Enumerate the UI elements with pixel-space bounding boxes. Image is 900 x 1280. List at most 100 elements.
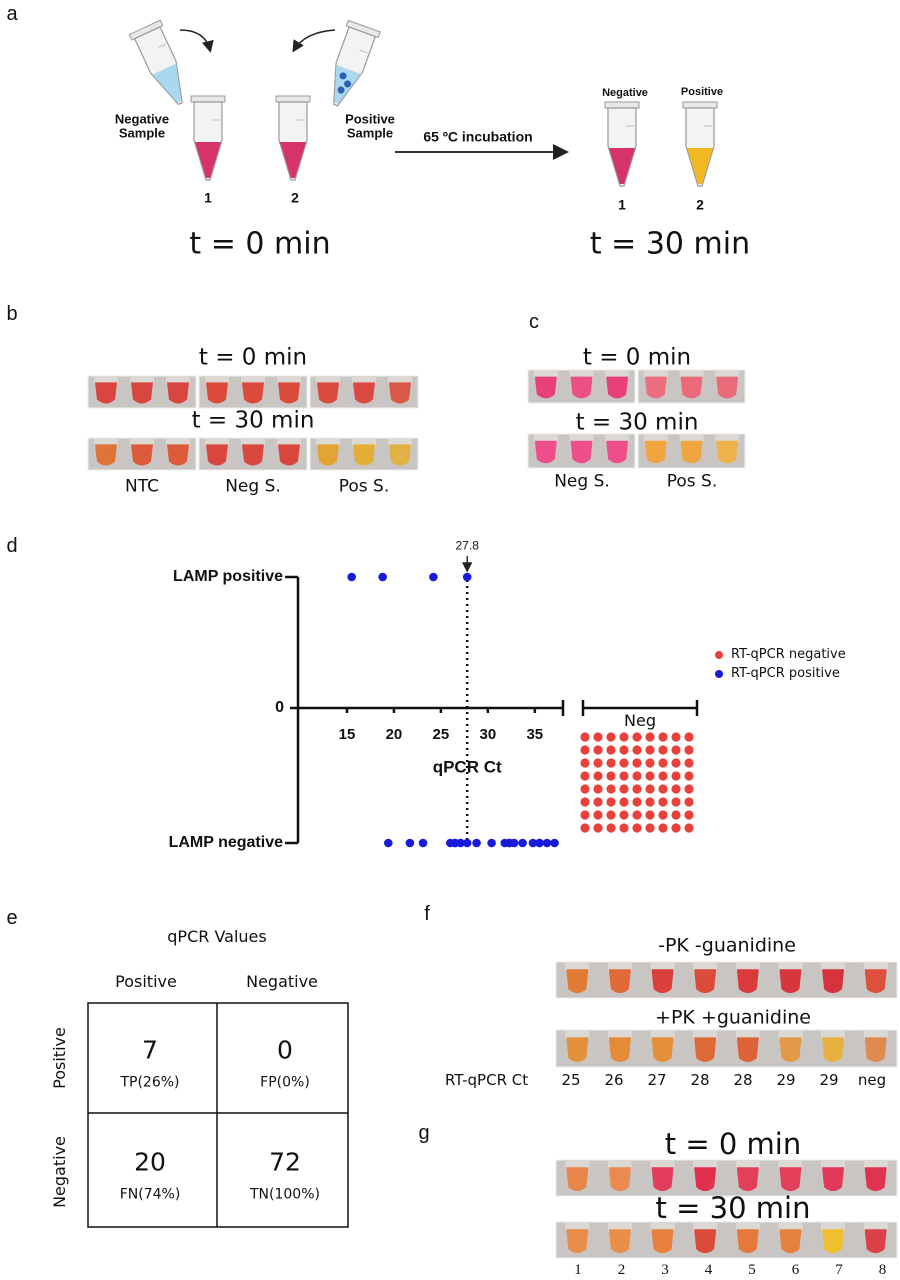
positive-point xyxy=(550,838,559,848)
tube-liquid xyxy=(608,1229,631,1254)
negative-point xyxy=(580,745,590,755)
tube-cap xyxy=(604,101,640,109)
negative-point xyxy=(606,784,616,794)
tube-outline xyxy=(352,376,376,384)
tube-liquid xyxy=(864,1229,887,1254)
tube-liquid xyxy=(736,1167,759,1192)
positive-point xyxy=(378,572,387,582)
negative-point xyxy=(580,810,590,820)
panel-label: g xyxy=(418,1122,430,1144)
tube-outline xyxy=(650,1160,675,1169)
negative-point xyxy=(645,745,655,755)
tube-liquid xyxy=(651,969,674,994)
x-tick-label: 15 xyxy=(338,725,356,743)
group-label: Pos S. xyxy=(666,471,718,492)
tube-liquid xyxy=(566,1229,589,1254)
ct-value: 29 xyxy=(776,1070,796,1089)
negative-point xyxy=(619,732,629,742)
ct-value: 25 xyxy=(561,1070,581,1089)
tube-outline xyxy=(565,1030,590,1040)
tube-outline xyxy=(821,1222,846,1231)
tube-outline xyxy=(778,1030,803,1040)
negative-point xyxy=(593,745,603,755)
negative-point xyxy=(606,797,616,807)
negative-point xyxy=(645,823,655,833)
tube-outline xyxy=(863,1030,888,1040)
tube-liquid xyxy=(779,1167,802,1192)
negative-point xyxy=(658,758,668,768)
ct-axis-label: RT-qPCR Ct xyxy=(445,1070,529,1089)
group-label: Neg S. xyxy=(554,471,610,492)
tube-liquid xyxy=(566,969,589,994)
tube-liquid xyxy=(195,142,221,178)
negative-point xyxy=(658,771,668,781)
f-top-photo xyxy=(555,961,898,999)
tube-liquid xyxy=(566,1037,589,1063)
tube-cap xyxy=(682,101,718,109)
panel-label: e xyxy=(6,907,18,929)
time-label: t = 30 min xyxy=(575,409,699,436)
negative-point xyxy=(684,810,694,820)
tube-outline xyxy=(821,1030,846,1040)
negative-point xyxy=(632,797,642,807)
tube-outline xyxy=(130,438,154,446)
legend-label: RT-qPCR positive xyxy=(731,665,840,681)
negative-point xyxy=(606,771,616,781)
ct-value: neg xyxy=(857,1070,887,1089)
time-label: t = 0 min xyxy=(189,226,331,262)
tube-scale xyxy=(359,49,368,54)
tube-outline xyxy=(565,1222,590,1231)
negative-point xyxy=(619,771,629,781)
tube-liquid xyxy=(152,63,182,103)
tube-outline xyxy=(650,1222,675,1231)
group-label: Pos S. xyxy=(338,476,390,497)
tube-liquid xyxy=(822,1229,845,1254)
tube-liquid xyxy=(206,382,228,404)
tube-outline xyxy=(388,376,412,384)
tube-outline xyxy=(277,438,301,446)
tube-liquid xyxy=(389,382,411,404)
tube-scale xyxy=(158,43,167,48)
time-label: t = 0 min xyxy=(664,1127,802,1162)
tube-outline xyxy=(735,1030,760,1040)
x-tick-label: 25 xyxy=(432,725,450,743)
tube-outline xyxy=(863,962,888,971)
negative-point xyxy=(593,797,603,807)
group-label: NTC xyxy=(125,476,159,497)
sample-label: Positive Sample xyxy=(345,111,395,141)
tube-outline xyxy=(205,438,229,446)
tube-liquid xyxy=(779,1229,802,1254)
ct-value: 27 xyxy=(647,1070,667,1089)
negative-point xyxy=(671,732,681,742)
negative-point xyxy=(684,732,694,742)
tube-outline xyxy=(735,962,760,971)
tube-liquid xyxy=(651,1037,674,1063)
negative-point xyxy=(658,784,668,794)
negative-point xyxy=(606,745,616,755)
negative-point xyxy=(606,732,616,742)
positive-point xyxy=(456,838,465,848)
positive-point xyxy=(509,838,519,848)
tube-liquid xyxy=(687,148,713,184)
panel-label: f xyxy=(424,903,430,925)
negative-point xyxy=(593,810,603,820)
tube-liquid xyxy=(278,444,300,466)
tube-outline xyxy=(650,1030,675,1040)
tube-outline xyxy=(605,434,630,443)
tube-outline xyxy=(679,434,704,443)
tube-liquid xyxy=(609,148,635,184)
negative-point xyxy=(671,810,681,820)
tube-outline xyxy=(205,376,229,384)
tube-outline xyxy=(778,1222,803,1231)
negative-point xyxy=(645,797,655,807)
tube-liquid xyxy=(608,1037,631,1063)
arrow xyxy=(292,29,336,53)
tube-outline xyxy=(607,962,632,971)
tube-outline xyxy=(166,438,190,446)
tube-outline xyxy=(241,438,265,446)
tube-outline xyxy=(715,434,740,443)
tube-outline xyxy=(643,434,668,443)
legend-marker xyxy=(715,651,723,659)
tube-liquid xyxy=(606,376,629,399)
tube-liquid xyxy=(736,1229,759,1254)
